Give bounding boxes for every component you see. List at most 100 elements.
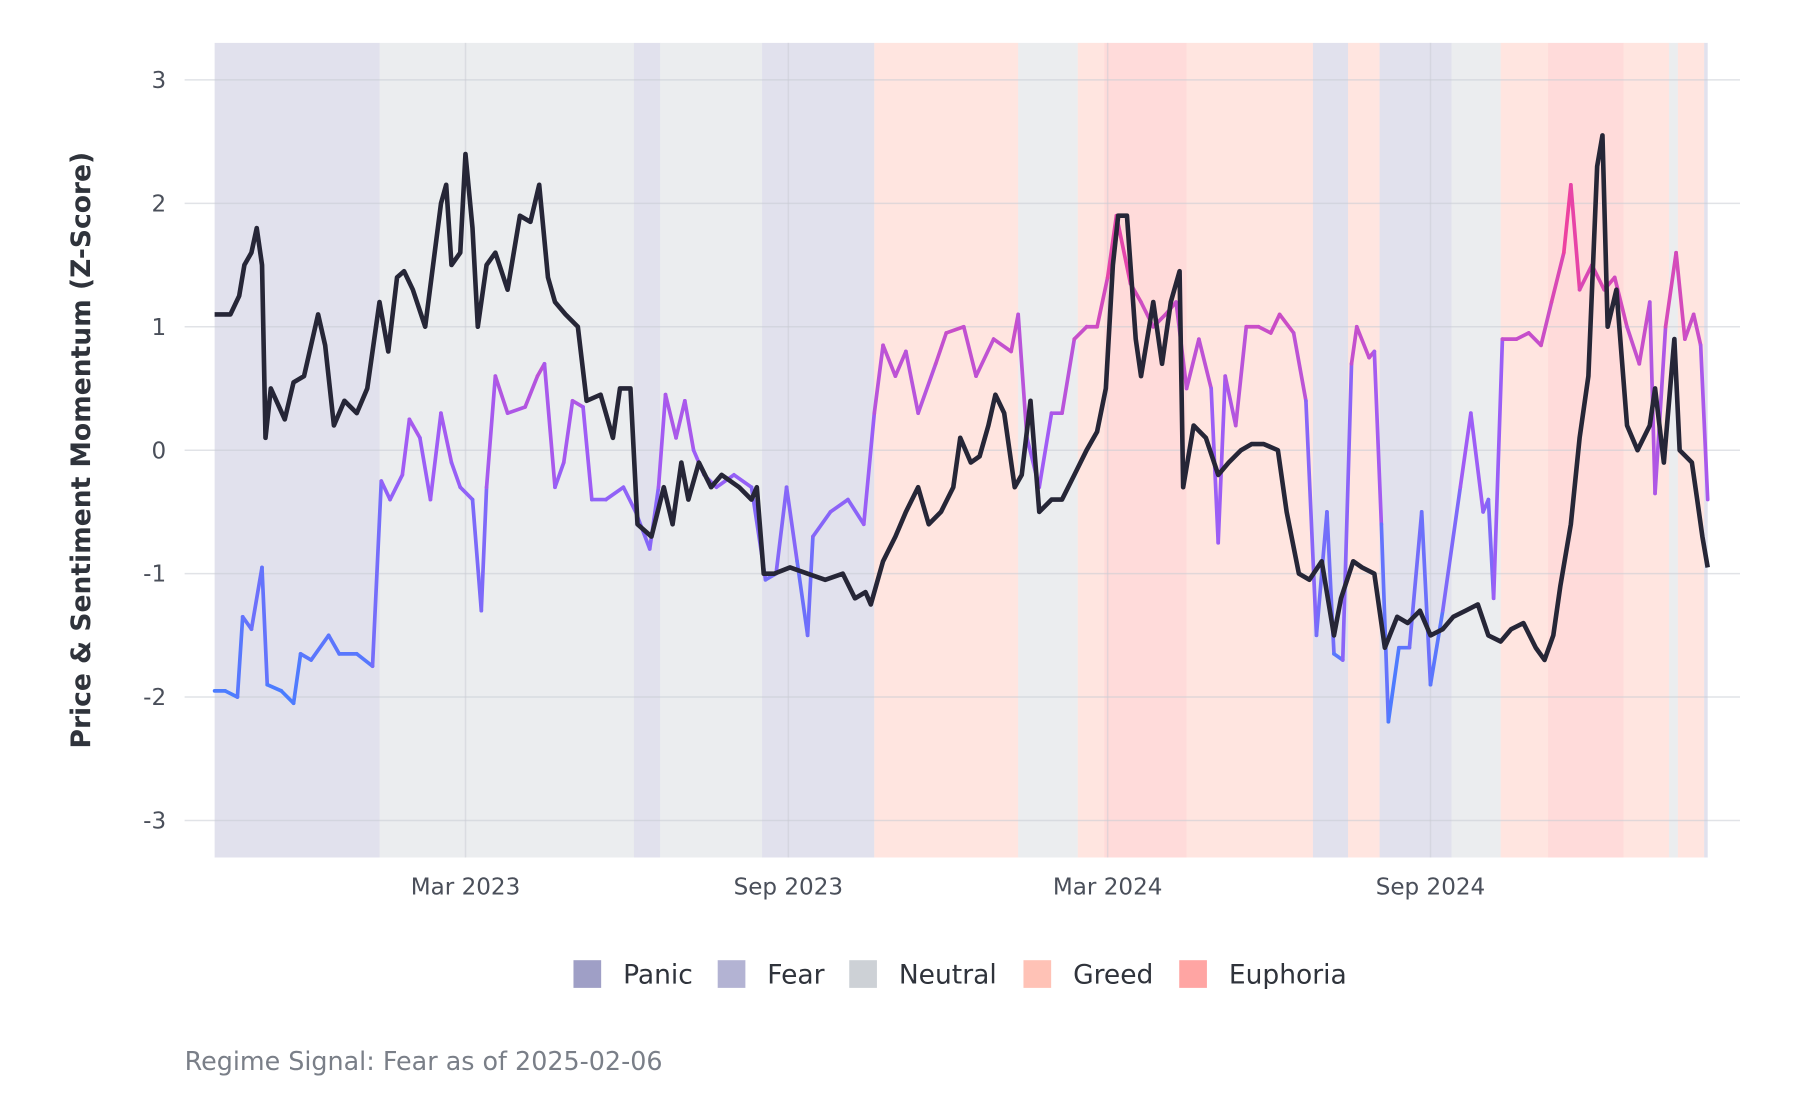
sentiment-line-segment xyxy=(370,479,384,669)
sentiment-line-segment xyxy=(1568,182,1582,292)
sentiment-line-segment xyxy=(1256,324,1273,335)
y-tick-label: 1 xyxy=(151,315,166,341)
legend-label: Euphoria xyxy=(1229,959,1347,990)
y-tick-label: 3 xyxy=(151,68,166,94)
sentiment-line-segment xyxy=(1698,343,1710,502)
sentiment-line-segment xyxy=(1386,645,1401,724)
sentiment-line-segment xyxy=(1340,361,1354,662)
sentiment-line-segment xyxy=(1060,337,1077,416)
sentiment-line-segment xyxy=(1268,312,1282,335)
sentiment-line-segment xyxy=(805,534,815,638)
sentiment-line-segment xyxy=(1184,337,1201,391)
sentiment-line-segment xyxy=(1691,312,1703,348)
sentiment-line-segment xyxy=(388,473,405,502)
y-axis-title: Price & Sentiment Momentum (Z-Score) xyxy=(66,152,97,749)
sentiment-line-segment xyxy=(732,473,754,490)
sentiment-line-segment xyxy=(493,374,510,416)
sentiment-line-segment xyxy=(235,614,245,699)
legend-label: Neutral xyxy=(899,959,997,990)
sentiment-line-segment xyxy=(1653,324,1668,496)
sentiment-line-segment xyxy=(309,633,331,662)
sentiment-line-segment xyxy=(1379,522,1391,724)
sentiment-line-segment xyxy=(828,497,850,514)
sentiment-line-segment xyxy=(326,633,342,656)
sentiment-line-segment xyxy=(400,417,412,477)
sentiment-line-segment xyxy=(1407,510,1424,650)
sentiment-line-segment xyxy=(1349,324,1359,366)
sentiment-line-segment xyxy=(663,392,678,440)
sentiment-line-segment xyxy=(470,497,484,613)
sentiment-line-segment xyxy=(1612,275,1629,329)
sentiment-line-segment xyxy=(916,361,938,416)
sentiment-line-segment xyxy=(774,485,789,576)
sentiment-line-segment xyxy=(407,417,422,440)
y-tick-label: -2 xyxy=(143,685,166,711)
sentiment-line-segment xyxy=(1491,337,1505,601)
sentiment-line-segment xyxy=(795,559,810,638)
sentiment-line-segment xyxy=(249,565,264,632)
sentiment-line-segment xyxy=(933,331,949,366)
sentiment-line-segment xyxy=(449,460,463,490)
sentiment-line-segment xyxy=(893,349,908,378)
legend-label: Greed xyxy=(1073,959,1153,990)
sentiment-line-segment xyxy=(1197,337,1214,391)
price-momentum-line xyxy=(214,133,1710,663)
legend-swatch xyxy=(717,960,746,988)
sentiment-line-segment xyxy=(1683,312,1696,341)
regime-caption: Regime Signal: Fear as of 2025-02-06 xyxy=(185,1046,663,1076)
sentiment-line-segment xyxy=(1526,331,1543,348)
sentiment-line-segment xyxy=(505,405,528,416)
legend-swatch xyxy=(1023,960,1052,988)
sentiment-line-segment xyxy=(1663,250,1678,329)
sentiment-line-segment xyxy=(1549,250,1566,304)
sentiment-line-segment xyxy=(1072,324,1089,341)
gridlines xyxy=(184,42,1740,858)
sentiment-line-segment xyxy=(479,485,489,613)
sentiment-line-segment xyxy=(542,361,557,490)
sentiment-line-segment xyxy=(904,349,921,416)
legend-label: Panic xyxy=(623,959,693,990)
legend-item-greed: Greed xyxy=(1023,959,1153,990)
sentiment-line-segment xyxy=(621,485,638,514)
sentiment-line-segment xyxy=(1539,300,1554,348)
sentiment-line-segment xyxy=(1354,324,1371,360)
sentiment-line-segment xyxy=(656,392,668,490)
sentiment-line-segment xyxy=(604,485,626,502)
sentiment-line-segment xyxy=(484,374,498,490)
sentiment-line-segment xyxy=(279,689,296,706)
sentiment-line-segment xyxy=(1016,312,1029,440)
sentiment-line-segment xyxy=(1458,411,1473,490)
sentiment-line-segment xyxy=(991,337,1014,354)
sentiment-line-segment xyxy=(961,324,978,378)
y-tick-label: 2 xyxy=(151,191,166,217)
series-lines xyxy=(212,133,1710,724)
legend-label: Fear xyxy=(767,959,824,990)
legend-item-neutral: Neutral xyxy=(849,959,997,990)
legend-item-fear: Fear xyxy=(717,959,825,990)
sentiment-line-segment xyxy=(379,479,392,502)
sentiment-line-segment xyxy=(714,473,736,490)
sentiment-line-segment xyxy=(1577,263,1594,292)
legend-item-euphoria: Euphoria xyxy=(1179,959,1347,990)
sentiment-line-segment xyxy=(944,324,966,335)
sentiment-line-segment xyxy=(872,343,885,416)
sentiment-line-segment xyxy=(223,689,240,699)
sentiment-line-segment xyxy=(846,497,866,527)
x-tick-label: Mar 2023 xyxy=(411,874,521,900)
sentiment-line-segment xyxy=(1216,374,1228,545)
sentiment-line-segment xyxy=(1468,411,1485,514)
sentiment-line-segment xyxy=(1561,182,1573,255)
sentiment-line-segment xyxy=(811,510,833,539)
sentiment-line-segment xyxy=(291,652,303,706)
sentiment-line-segment xyxy=(581,405,594,502)
sentiment-line-segment xyxy=(570,398,585,409)
sentiment-line-segment xyxy=(439,411,454,465)
y-tick-label: -1 xyxy=(143,562,166,588)
sentiment-line-segment xyxy=(458,485,475,502)
sentiment-line-segment xyxy=(1095,275,1110,329)
sentiment-line-segment xyxy=(1372,349,1384,527)
legend-swatch xyxy=(1179,960,1207,988)
sentiment-line-segment xyxy=(561,398,575,465)
sentiment-line-segment xyxy=(784,485,799,564)
